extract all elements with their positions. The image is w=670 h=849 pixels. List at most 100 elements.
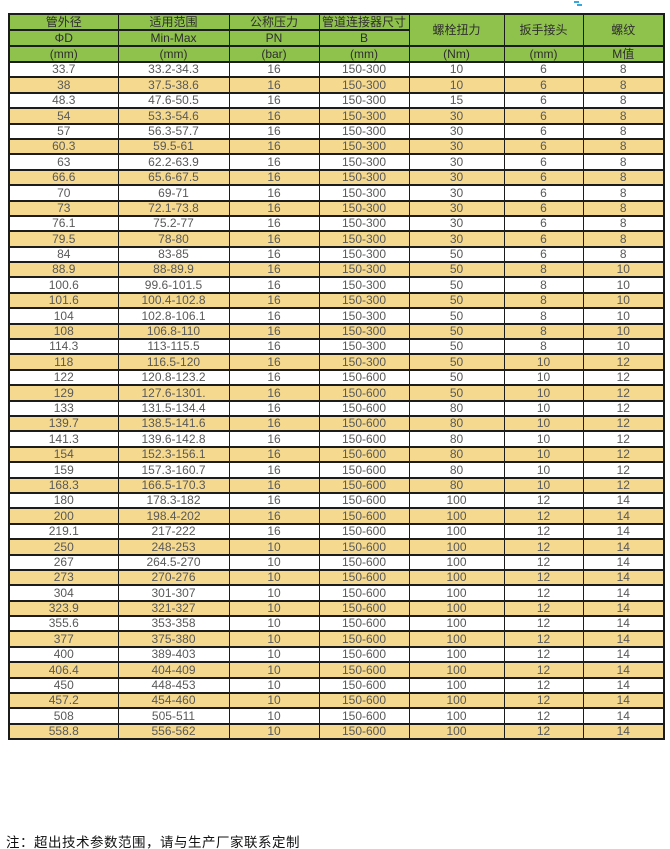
cell: 139.6-142.8: [117, 430, 230, 448]
cell: 10: [228, 645, 320, 664]
cell: 150-300: [318, 107, 410, 125]
cell: 116.5-120: [117, 353, 230, 371]
cell: 150-600: [318, 676, 410, 695]
cell: 150-300: [318, 291, 410, 310]
cell: 10: [503, 430, 584, 448]
cell: 150-600: [318, 445, 410, 464]
cell: 80: [408, 445, 505, 464]
cell: 150-300: [318, 91, 410, 110]
cell: 108: [8, 322, 119, 341]
cell: 6: [503, 168, 584, 187]
table-row: 60.3 59.5-61 16 150-300 30 6 8: [8, 137, 665, 156]
cell: 30: [408, 214, 505, 233]
cell: 150-600: [318, 691, 410, 710]
cell: 12: [503, 630, 584, 648]
cell: 219.1: [8, 522, 119, 541]
cell: 56.3-57.7: [117, 122, 230, 140]
cell: 30: [408, 137, 505, 156]
cell: 12: [582, 399, 665, 418]
table-row: 122 120.8-123.2 16 150-600 50 10 12: [8, 368, 665, 387]
cell: 159: [8, 461, 119, 479]
cell: 16: [228, 353, 320, 371]
cell: 10: [408, 76, 505, 94]
cell: 406.4: [8, 661, 119, 679]
cell: 73: [8, 199, 119, 217]
cell: 33.7: [8, 60, 119, 79]
cell: 16: [228, 507, 320, 525]
cell: 10: [408, 60, 505, 79]
cell: 8: [582, 230, 665, 248]
cell: 80: [408, 461, 505, 479]
cell: 16: [228, 168, 320, 187]
cell: 57: [8, 122, 119, 140]
cell: 8: [503, 322, 584, 341]
header-applicable-range: 适用范围: [117, 13, 230, 31]
header-pn-symbol: PN: [228, 29, 320, 47]
cell: 62.2-63.9: [117, 153, 230, 171]
cell: 16: [228, 291, 320, 310]
cell: 80: [408, 430, 505, 448]
cell: 10: [228, 538, 320, 556]
cell: 12: [503, 538, 584, 556]
cell: 16: [228, 461, 320, 479]
cell: 141.3: [8, 430, 119, 448]
cell: 8: [582, 245, 665, 264]
cell: 454-460: [117, 691, 230, 710]
cell: 100: [408, 538, 505, 556]
table-header: 管外径 适用范围 公称压力 管道连接器尺寸 螺栓扭力 扳手接头 螺纹 ΦD Mi…: [8, 13, 665, 63]
header-nominal-pressure: 公称压力: [228, 13, 320, 31]
cell: 138.5-141.6: [117, 414, 230, 433]
cell: 152.3-156.1: [117, 445, 230, 464]
table-row: 273 270-276 10 150-600 100 12 14: [8, 568, 665, 587]
cell: 12: [582, 430, 665, 448]
table-row: 66.6 65.6-67.5 16 150-300 30 6 8: [8, 168, 665, 187]
cell: 150-600: [318, 384, 410, 402]
cell: 59.5-61: [117, 137, 230, 156]
cell: 166.5-170.3: [117, 476, 230, 494]
cell: 150-600: [318, 538, 410, 556]
cell: 75.2-77: [117, 214, 230, 233]
cell: 150-300: [318, 261, 410, 279]
cell: 12: [503, 676, 584, 695]
cell: 139.7: [8, 414, 119, 433]
cell: 6: [503, 184, 584, 202]
cell: 80: [408, 399, 505, 418]
cell: 6: [503, 91, 584, 110]
table-row: 219.1 217-222 16 150-600 100 12 14: [8, 522, 665, 541]
cell: 10: [228, 691, 320, 710]
blue-artifact-mark: [574, 1, 579, 3]
cell: 10: [503, 414, 584, 433]
header-row-units: (mm) (mm) (bar) (mm) (Nm) (mm) M值: [8, 45, 665, 63]
header-pn-unit: (bar): [228, 45, 320, 63]
cell: 6: [503, 199, 584, 217]
cell: 150-600: [318, 507, 410, 525]
cell: 556-562: [117, 722, 230, 741]
table-row: 101.6 100.4-102.8 16 150-300 50 8 10: [8, 291, 665, 310]
cell: 80: [408, 476, 505, 494]
cell: 12: [582, 461, 665, 479]
cell: 8: [582, 153, 665, 171]
cell: 150-600: [318, 707, 410, 725]
cell: 100: [408, 584, 505, 602]
cell: 12: [503, 522, 584, 541]
cell: 50: [408, 276, 505, 294]
cell: 8: [582, 214, 665, 233]
cell: 457.2: [8, 691, 119, 710]
cell: 88.9: [8, 261, 119, 279]
cell: 10: [228, 568, 320, 587]
cell: 8: [582, 184, 665, 202]
cell: 100: [408, 722, 505, 741]
cell: 100: [408, 553, 505, 571]
cell: 80: [408, 414, 505, 433]
cell: 30: [408, 107, 505, 125]
cell: 150-600: [318, 615, 410, 633]
cell: 127.6-1301.: [117, 384, 230, 402]
header-thread: 螺纹: [582, 13, 665, 47]
cell: 65.6-67.5: [117, 168, 230, 187]
cell: 50: [408, 322, 505, 341]
cell: 8: [582, 91, 665, 110]
cell: 122: [8, 368, 119, 387]
cell: 375-380: [117, 630, 230, 648]
cell: 106.8-110: [117, 322, 230, 341]
